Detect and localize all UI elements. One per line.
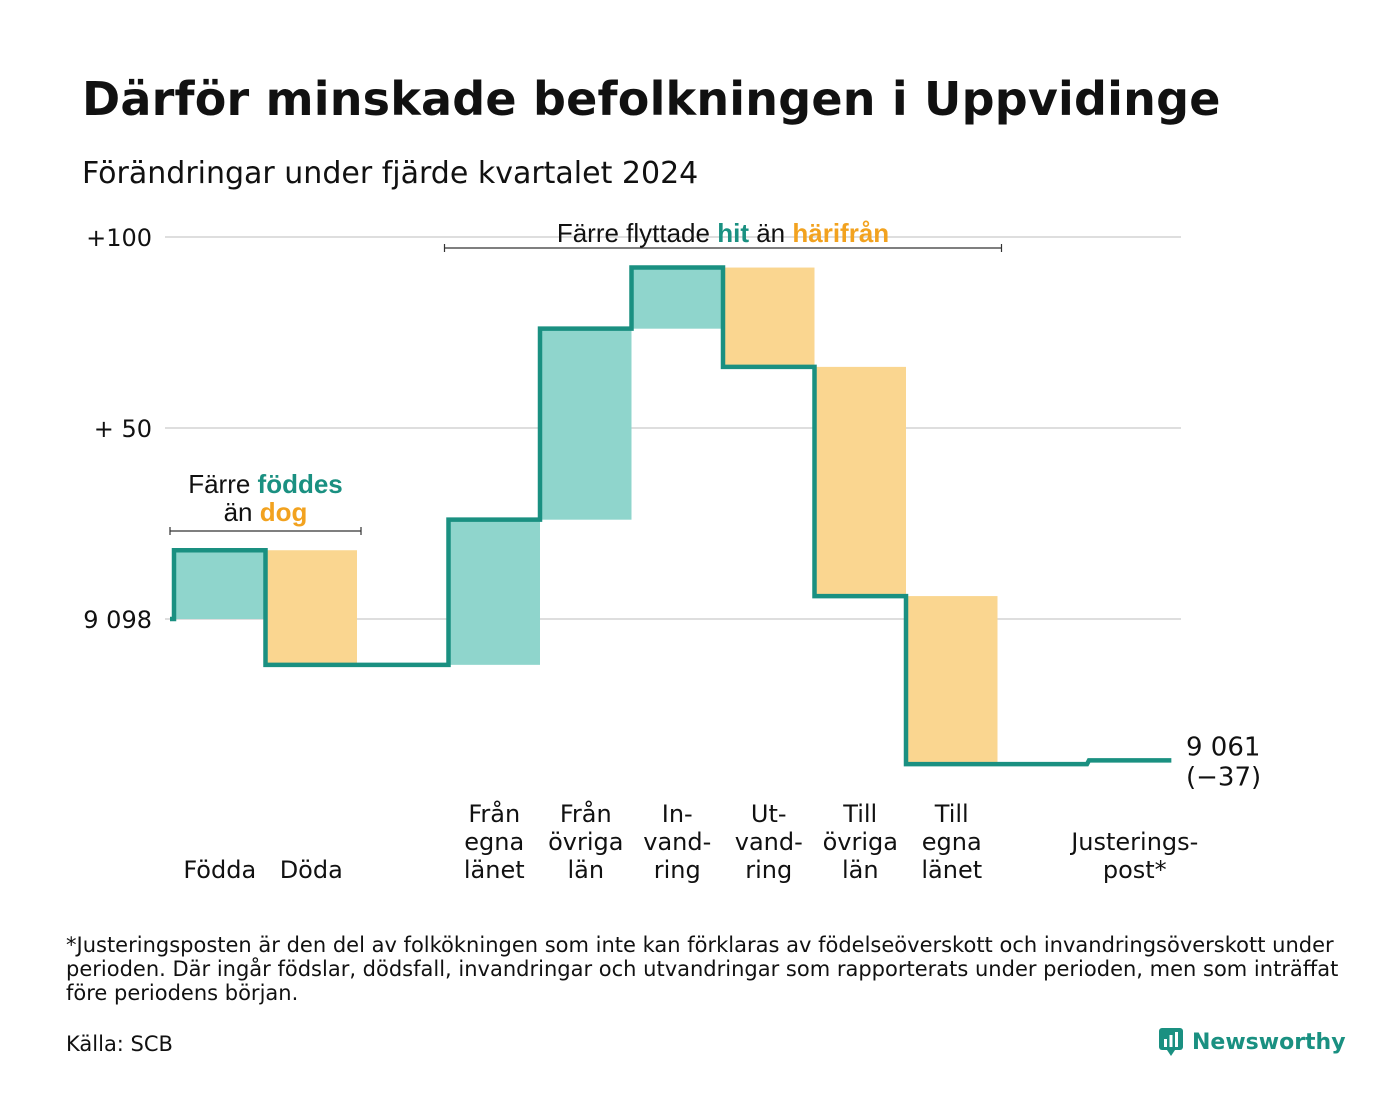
chart-title: Därför minskade befolkningen i Uppviding…	[82, 72, 1221, 126]
brand: Newsworthy	[1158, 1027, 1346, 1057]
category-label: Ut-vand-ring	[735, 800, 803, 884]
y-tick-label: 9 098	[83, 606, 152, 634]
bar	[906, 596, 998, 765]
category-label: Till övriga län	[823, 800, 898, 884]
brand-name: Newsworthy	[1192, 1029, 1346, 1055]
y-tick-label: +100	[86, 224, 152, 252]
annotation-text: än dog	[224, 497, 308, 527]
bar	[265, 550, 357, 665]
bar	[448, 519, 540, 665]
source-note: Källa: SCB	[66, 1032, 173, 1056]
bar	[723, 267, 815, 367]
annotation-text: Färre flyttade hit än härifrån	[557, 218, 889, 248]
category-label: Justerings-post*	[1069, 828, 1198, 884]
bar	[174, 550, 266, 619]
newsworthy-logo-icon	[1159, 1028, 1183, 1056]
bar	[814, 366, 906, 597]
chart-subtitle: Förändringar under fjärde kvartalet 2024	[82, 156, 699, 191]
end-value-label: 9 061 (−37)	[1186, 732, 1261, 792]
waterfall-chart: 9 098 + 50 +100 Födda Döda Från egna länet Från ö…	[83, 218, 1261, 884]
category-label: Döda	[280, 856, 343, 884]
category-label: Till egna länet	[921, 800, 982, 884]
y-tick-label: + 50	[94, 415, 152, 443]
bar	[631, 267, 723, 329]
category-label: Från övriga län	[548, 799, 623, 884]
category-label: In-vand-ring	[643, 800, 711, 884]
footnote: *Justeringsposten är den del av folkökni…	[66, 933, 1339, 1005]
step-line	[170, 265, 1172, 767]
bar	[540, 328, 632, 520]
category-label: Från egna länet	[464, 799, 525, 884]
annotation-text: Färre föddes	[188, 469, 343, 499]
category-label: Födda	[183, 856, 256, 884]
